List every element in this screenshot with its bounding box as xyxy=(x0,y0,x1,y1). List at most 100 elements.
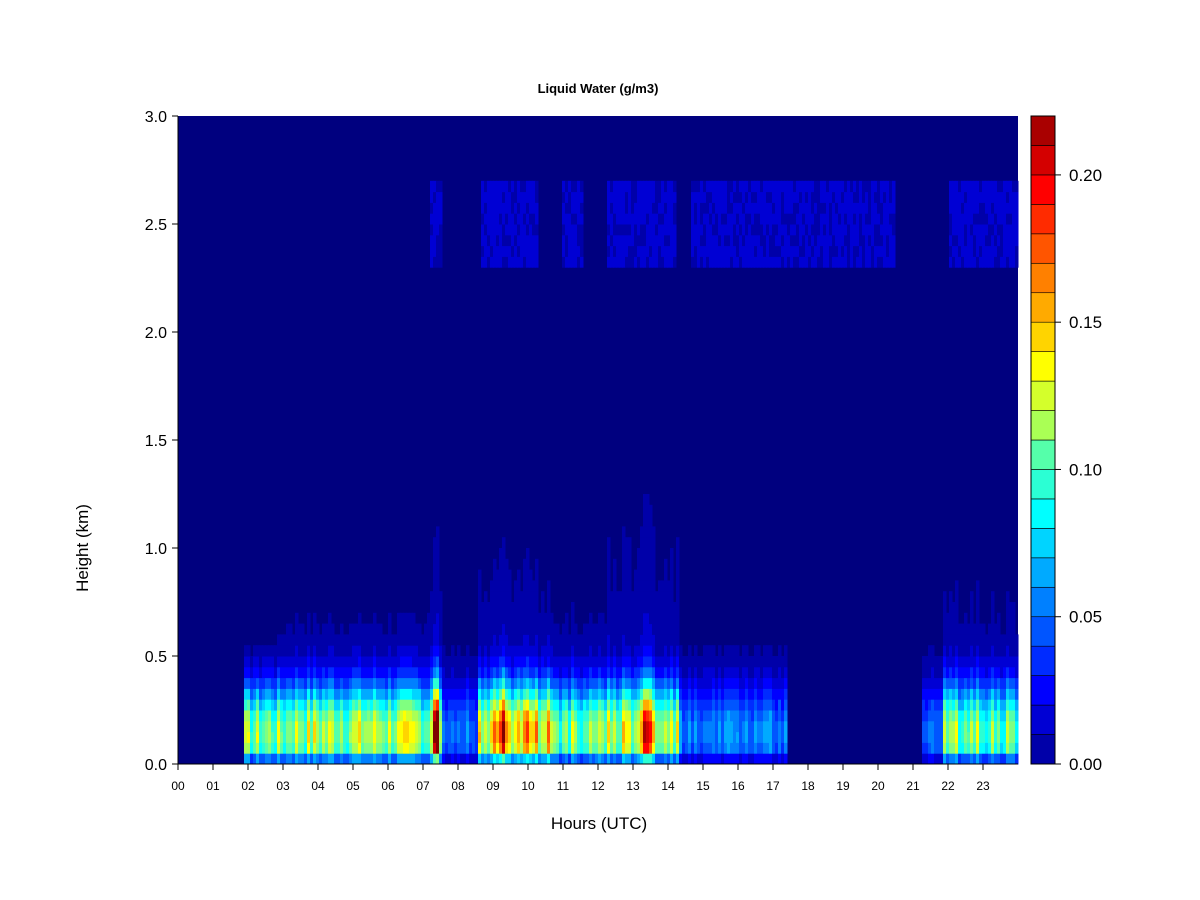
heatmap-cell xyxy=(757,699,761,711)
heatmap-cell xyxy=(484,666,488,679)
heatmap-cell xyxy=(946,634,950,646)
heatmap-cell xyxy=(991,720,995,733)
heatmap-cell xyxy=(1003,753,1007,765)
heatmap-cell xyxy=(859,234,863,247)
heatmap-cell xyxy=(889,191,893,203)
heatmap-cell xyxy=(778,234,782,247)
heatmap-cell xyxy=(514,731,518,743)
heatmap-cell xyxy=(889,245,893,257)
heatmap-cell xyxy=(352,688,356,700)
heatmap-cell xyxy=(952,623,956,635)
heatmap-cell xyxy=(424,742,428,754)
heatmap-cell xyxy=(997,234,1001,247)
heatmap-cell xyxy=(655,202,659,214)
heatmap-cell xyxy=(265,666,269,679)
heatmap-cell xyxy=(637,580,641,592)
heatmap-cell xyxy=(499,256,503,268)
heatmap-cell xyxy=(673,677,677,689)
heatmap-cell xyxy=(475,710,479,722)
heatmap-cell xyxy=(502,688,506,700)
heatmap-cell xyxy=(988,202,992,214)
heatmap-cell xyxy=(976,602,980,614)
heatmap-cell xyxy=(367,656,371,668)
heatmap-cell xyxy=(649,515,653,527)
heatmap-cell xyxy=(364,742,368,754)
heatmap-cell xyxy=(409,656,413,668)
heatmap-cell xyxy=(751,720,755,733)
heatmap-cell xyxy=(970,602,974,614)
heatmap-cell xyxy=(667,645,671,657)
heatmap-cell xyxy=(847,224,851,236)
heatmap-cell xyxy=(649,591,653,603)
heatmap-cell xyxy=(994,634,998,646)
heatmap-cell xyxy=(502,645,506,657)
heatmap-cell xyxy=(676,602,680,614)
heatmap-cell xyxy=(640,666,644,679)
heatmap-cell xyxy=(388,677,392,689)
colorbar-swatch xyxy=(1030,145,1056,176)
heatmap-cell xyxy=(310,645,314,657)
heatmap-cell xyxy=(715,234,719,247)
heatmap-cell xyxy=(604,645,608,657)
heatmap-cell xyxy=(613,699,617,711)
heatmap-cell xyxy=(670,234,674,247)
heatmap-cell xyxy=(967,623,971,635)
heatmap-cell xyxy=(484,645,488,657)
heatmap-cell xyxy=(406,666,410,679)
heatmap-cell xyxy=(661,710,665,722)
heatmap-cell xyxy=(712,699,716,711)
heatmap-cell xyxy=(406,720,410,733)
heatmap-cell xyxy=(628,666,632,679)
heatmap-cell xyxy=(703,234,707,247)
heatmap-cell xyxy=(472,731,476,743)
heatmap-cell xyxy=(928,753,932,765)
heatmap-cell xyxy=(535,634,539,646)
heatmap-cell xyxy=(721,753,725,765)
heatmap-cell xyxy=(322,710,326,722)
heatmap-cell xyxy=(586,710,590,722)
heatmap-cell xyxy=(349,742,353,754)
heatmap-cell xyxy=(571,710,575,722)
heatmap-cell xyxy=(418,710,422,722)
heatmap-cell xyxy=(544,699,548,711)
heatmap-cell xyxy=(991,645,995,657)
heatmap-cell xyxy=(691,191,695,203)
heatmap-cell xyxy=(724,666,728,679)
heatmap-cell xyxy=(337,720,341,733)
heatmap-cell xyxy=(283,666,287,679)
heatmap-cell xyxy=(655,213,659,225)
heatmap-cell xyxy=(271,699,275,711)
heatmap-cell xyxy=(484,656,488,668)
heatmap-cell xyxy=(712,191,716,203)
heatmap-cell xyxy=(295,753,299,765)
heatmap-cell xyxy=(661,677,665,689)
heatmap-cell xyxy=(397,710,401,722)
heatmap-cell xyxy=(505,634,509,646)
heatmap-cell xyxy=(253,699,257,711)
heatmap-cell xyxy=(1000,710,1004,722)
heatmap-cell xyxy=(502,245,506,257)
heatmap-cell xyxy=(664,580,668,592)
heatmap-cell xyxy=(982,623,986,635)
heatmap-cell xyxy=(937,731,941,743)
heatmap-cell xyxy=(442,710,446,722)
heatmap-cell xyxy=(331,656,335,668)
heatmap-cell xyxy=(871,180,875,193)
heatmap-cell xyxy=(718,731,722,743)
heatmap-cell xyxy=(949,742,953,754)
heatmap-cell xyxy=(277,731,281,743)
heatmap-cell xyxy=(961,742,965,754)
heatmap-cell xyxy=(949,602,953,614)
heatmap-cell xyxy=(886,245,890,257)
heatmap-cell xyxy=(682,753,686,765)
heatmap-cell xyxy=(598,688,602,700)
heatmap-cell xyxy=(358,731,362,743)
heatmap-cell xyxy=(874,213,878,225)
heatmap-cell xyxy=(529,213,533,225)
heatmap-cell xyxy=(862,234,866,247)
heatmap-cell xyxy=(967,731,971,743)
heatmap-cell xyxy=(295,742,299,754)
heatmap-cell xyxy=(514,602,518,614)
heatmap-cell xyxy=(523,180,527,193)
heatmap-cell xyxy=(415,623,419,635)
